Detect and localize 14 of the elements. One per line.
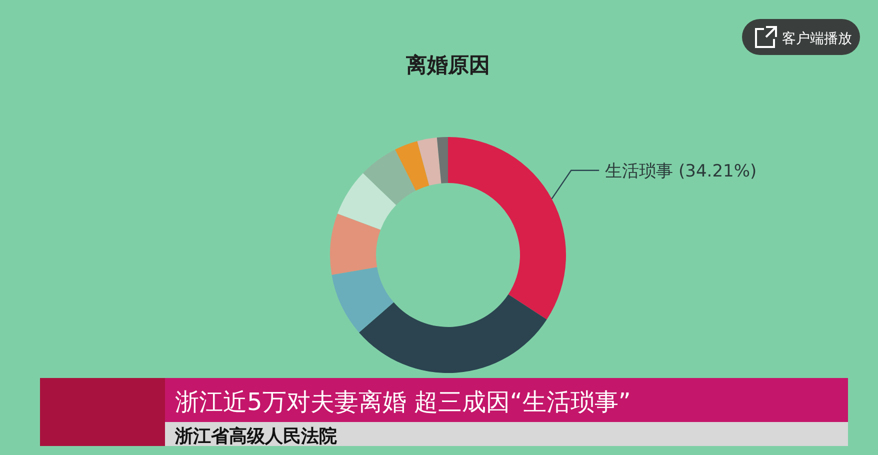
donut-slice bbox=[363, 150, 416, 206]
donut-slice bbox=[436, 137, 448, 184]
slice-label: 生活琐事 (34.21%) bbox=[605, 161, 757, 182]
donut-slice bbox=[395, 141, 430, 191]
donut-slice bbox=[332, 267, 394, 332]
donut-slice bbox=[359, 294, 547, 373]
donut-slice bbox=[417, 138, 442, 186]
chart-title: 离婚原因 bbox=[405, 52, 490, 77]
donut-slice bbox=[337, 173, 396, 230]
text: 客户端播放 bbox=[782, 31, 852, 47]
text: 浙江省高级人民法院 bbox=[174, 426, 337, 447]
donut-slice bbox=[330, 214, 381, 275]
text: 浙江近5万对夫妻离婚 超三成因“生活琐事” bbox=[175, 388, 631, 416]
donut-slice bbox=[448, 137, 566, 320]
